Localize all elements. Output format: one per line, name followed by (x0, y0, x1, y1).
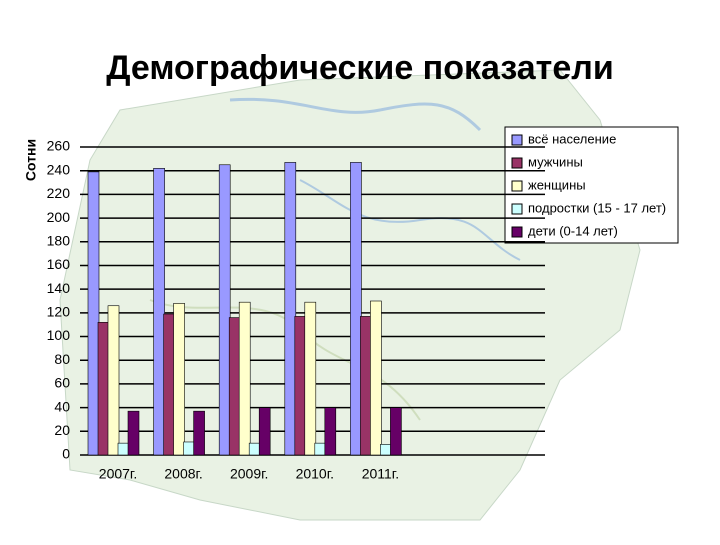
legend-label: женщины (528, 177, 586, 192)
bar (127, 410, 140, 456)
legend-swatch (511, 226, 523, 238)
chart-title: Демографические показатели (106, 49, 614, 87)
bar (350, 162, 362, 456)
y-tick-label: 160 (47, 256, 71, 272)
y-tick-label: 260 (47, 138, 71, 154)
bar (87, 171, 100, 456)
bar (390, 407, 402, 456)
bar (258, 407, 271, 456)
bar (228, 317, 241, 456)
y-tick-label: 200 (47, 209, 71, 225)
legend-swatch (511, 203, 523, 215)
y-tick-label: 40 (54, 398, 70, 414)
bar (380, 444, 392, 456)
legend-swatch (511, 134, 523, 146)
bar (97, 322, 110, 456)
bar (107, 305, 120, 456)
bar (117, 442, 130, 456)
y-tick-label: 100 (47, 327, 71, 343)
y-tick-label: 120 (47, 304, 71, 320)
bar (304, 301, 317, 456)
x-tick-label: 2011г. (362, 466, 399, 482)
legend-label: всё население (528, 131, 616, 146)
bar (360, 316, 372, 456)
bar (238, 301, 251, 456)
bar (248, 442, 261, 456)
y-tick-label: 60 (54, 375, 70, 391)
bar (173, 303, 185, 456)
bar (284, 162, 297, 456)
x-tick-label: 2008г. (164, 466, 202, 482)
y-tick-label: 140 (47, 280, 71, 296)
bar (153, 168, 165, 456)
bar (294, 316, 307, 456)
y-tick-label: 0 (62, 446, 70, 462)
legend-label: мужчины (528, 154, 583, 169)
legend-label: подростки (15 - 17 лет) (528, 200, 666, 215)
y-tick-label: 80 (54, 351, 70, 367)
x-tick-label: 2007г. (99, 466, 137, 482)
legend-label: дети (0-14 лет) (528, 223, 618, 238)
bar (314, 442, 327, 456)
y-axis-label: Сотни (23, 139, 39, 181)
bar (218, 164, 231, 456)
bar (324, 407, 337, 456)
legend-swatch (511, 157, 523, 169)
y-tick-label: 240 (47, 161, 71, 177)
bar (370, 300, 382, 456)
x-tick-label: 2010г. (296, 466, 334, 482)
bar (163, 313, 175, 456)
legend-swatch (511, 180, 523, 192)
y-tick-label: 220 (47, 185, 71, 201)
y-tick-label: 180 (47, 232, 71, 248)
bar (183, 441, 195, 456)
x-tick-label: 2009г. (230, 466, 268, 482)
y-tick-label: 20 (54, 422, 70, 438)
bar (193, 410, 205, 456)
